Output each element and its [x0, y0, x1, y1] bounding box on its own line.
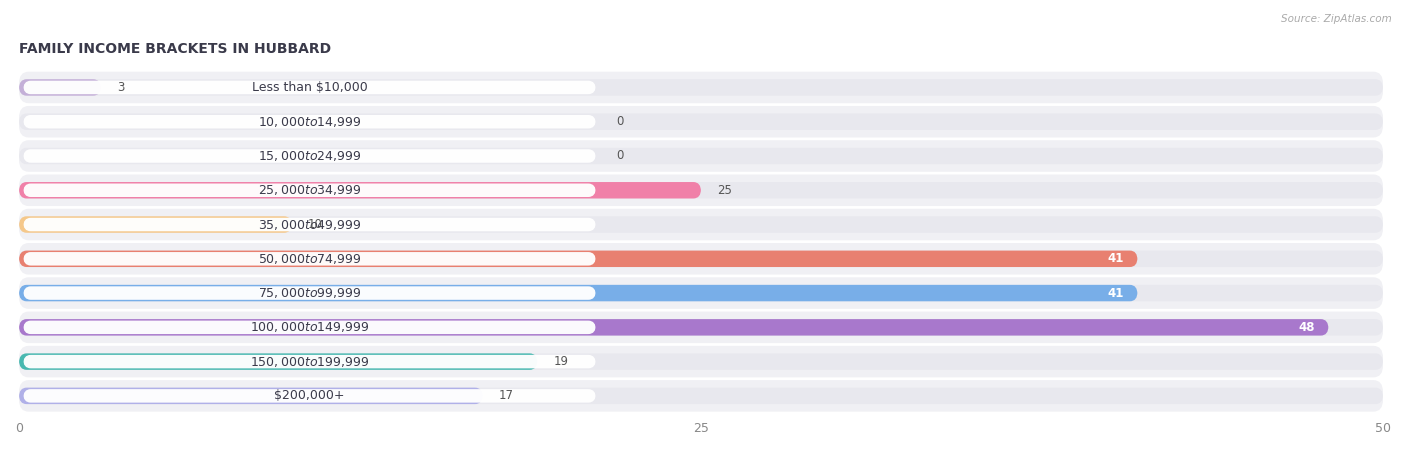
FancyBboxPatch shape	[20, 182, 1384, 198]
FancyBboxPatch shape	[20, 353, 537, 370]
FancyBboxPatch shape	[20, 387, 482, 404]
FancyBboxPatch shape	[22, 252, 596, 266]
FancyBboxPatch shape	[20, 106, 1384, 138]
FancyBboxPatch shape	[20, 140, 1384, 172]
Text: $35,000 to $49,999: $35,000 to $49,999	[257, 217, 361, 232]
Text: 41: 41	[1108, 252, 1123, 266]
Text: 19: 19	[554, 355, 568, 368]
FancyBboxPatch shape	[20, 346, 1384, 378]
Text: FAMILY INCOME BRACKETS IN HUBBARD: FAMILY INCOME BRACKETS IN HUBBARD	[20, 42, 332, 56]
FancyBboxPatch shape	[20, 319, 1329, 336]
FancyBboxPatch shape	[20, 277, 1384, 309]
FancyBboxPatch shape	[20, 311, 1384, 343]
Text: 48: 48	[1298, 321, 1315, 334]
Text: $15,000 to $24,999: $15,000 to $24,999	[257, 149, 361, 163]
Text: 3: 3	[117, 81, 125, 94]
FancyBboxPatch shape	[20, 79, 1384, 96]
FancyBboxPatch shape	[22, 218, 596, 231]
Text: Source: ZipAtlas.com: Source: ZipAtlas.com	[1281, 14, 1392, 23]
Text: 10: 10	[308, 218, 323, 231]
FancyBboxPatch shape	[20, 251, 1384, 267]
Text: 0: 0	[616, 149, 624, 162]
FancyBboxPatch shape	[20, 251, 1137, 267]
Text: $50,000 to $74,999: $50,000 to $74,999	[257, 252, 361, 266]
Text: 25: 25	[717, 184, 733, 197]
FancyBboxPatch shape	[22, 81, 596, 94]
Text: Less than $10,000: Less than $10,000	[252, 81, 367, 94]
FancyBboxPatch shape	[20, 209, 1384, 240]
FancyBboxPatch shape	[22, 320, 596, 334]
Text: 41: 41	[1108, 287, 1123, 300]
FancyBboxPatch shape	[20, 113, 1384, 130]
Text: $100,000 to $149,999: $100,000 to $149,999	[250, 320, 370, 334]
FancyBboxPatch shape	[20, 353, 1384, 370]
FancyBboxPatch shape	[22, 286, 596, 300]
FancyBboxPatch shape	[20, 182, 702, 198]
FancyBboxPatch shape	[20, 243, 1384, 274]
FancyBboxPatch shape	[20, 175, 1384, 206]
Text: $200,000+: $200,000+	[274, 389, 344, 402]
FancyBboxPatch shape	[20, 79, 101, 96]
FancyBboxPatch shape	[20, 285, 1384, 302]
FancyBboxPatch shape	[20, 216, 292, 233]
FancyBboxPatch shape	[22, 389, 596, 403]
Text: $25,000 to $34,999: $25,000 to $34,999	[257, 183, 361, 197]
FancyBboxPatch shape	[22, 149, 596, 163]
FancyBboxPatch shape	[22, 115, 596, 128]
FancyBboxPatch shape	[20, 387, 1384, 404]
FancyBboxPatch shape	[22, 184, 596, 197]
Text: 17: 17	[499, 389, 515, 402]
FancyBboxPatch shape	[20, 216, 1384, 233]
FancyBboxPatch shape	[20, 285, 1137, 302]
FancyBboxPatch shape	[20, 72, 1384, 103]
Text: $75,000 to $99,999: $75,000 to $99,999	[257, 286, 361, 300]
FancyBboxPatch shape	[20, 148, 1384, 164]
Text: $10,000 to $14,999: $10,000 to $14,999	[257, 115, 361, 129]
FancyBboxPatch shape	[20, 319, 1384, 336]
FancyBboxPatch shape	[20, 380, 1384, 412]
FancyBboxPatch shape	[22, 355, 596, 369]
Text: 0: 0	[616, 115, 624, 128]
Text: $150,000 to $199,999: $150,000 to $199,999	[250, 355, 370, 369]
